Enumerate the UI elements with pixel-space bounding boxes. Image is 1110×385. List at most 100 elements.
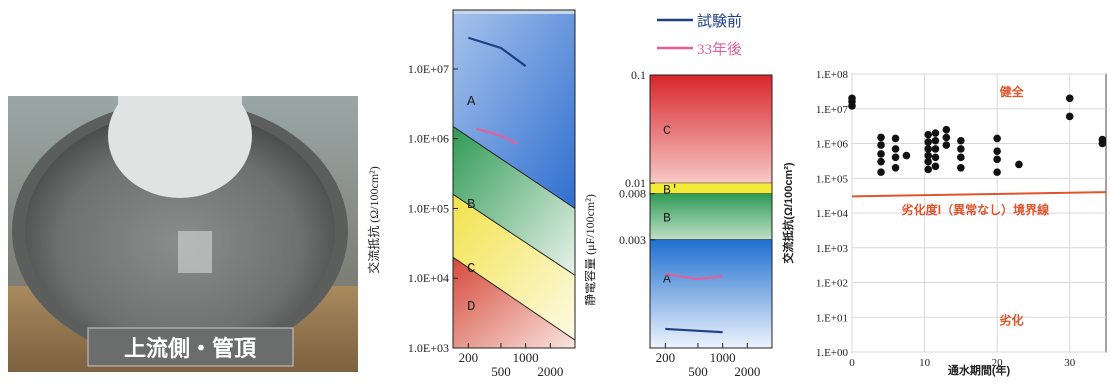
- x-tick-label: 500: [688, 364, 708, 379]
- data-point: [924, 165, 932, 174]
- x-tick-label: 30: [1064, 357, 1076, 369]
- data-point: [877, 157, 885, 166]
- annotation-label: 健全: [1000, 84, 1025, 99]
- zone-d-area: [453, 257, 575, 348]
- series-line-before: [665, 327, 723, 334]
- data-point: [942, 125, 951, 134]
- series-line-after: [475, 127, 519, 145]
- zone-c-area: [650, 75, 772, 184]
- data-point: [891, 145, 900, 153]
- y-tick-label: 1.E+07: [816, 104, 849, 116]
- data-point: [1065, 94, 1074, 103]
- zone-labels: C B' B A: [663, 123, 679, 287]
- annotation-label: 劣化度Ⅰ（異常なし）境界線: [902, 202, 1050, 217]
- x-axis-ticks: 0 10 20 30: [849, 357, 1075, 369]
- x-tick-label: 10: [919, 357, 931, 369]
- y-tick-label: 1.0E+03: [408, 341, 449, 355]
- plot-frame: [649, 74, 773, 349]
- pipe-photo-image: 上流側・管頂: [8, 74, 358, 372]
- y-axis-label: 交流抵抗 (Ω/100cm²): [366, 166, 381, 274]
- zone-boundary-line: [453, 126, 575, 209]
- data-point: [848, 94, 856, 103]
- zone-a-area: [453, 10, 575, 209]
- data-point: [942, 141, 951, 149]
- data-point: [891, 134, 900, 143]
- x-axis-label: 通水期間(年): [948, 363, 1011, 377]
- y-tick-label: 1.E+04: [816, 208, 849, 220]
- resistance-period-chart: 健全 劣化度Ⅰ（異常なし）境界線 劣化 1.E+00 1.E+01 1.E+02 1.E+…: [780, 66, 1110, 380]
- series-lines: [468, 36, 527, 145]
- x-tick-label: 200: [459, 350, 479, 365]
- zone-label-b: B: [663, 211, 671, 226]
- data-point: [924, 138, 932, 146]
- data-point: [891, 163, 900, 172]
- zone-areas: [453, 10, 575, 348]
- data-point: [993, 155, 1001, 164]
- data-points: [848, 94, 1107, 176]
- series-line-before: [468, 36, 527, 67]
- data-point: [957, 153, 965, 162]
- y-tick-label: 1.E+03: [816, 243, 849, 255]
- photo-caption: 上流側・管頂: [124, 336, 257, 361]
- top-band: [453, 10, 575, 14]
- y-axis-label: 交流抵抗(Ω/100cm²): [781, 162, 795, 263]
- data-point: [931, 136, 940, 145]
- x-tick-label: 200: [656, 350, 676, 365]
- y-tick-label: 1.E+00: [816, 347, 849, 359]
- deterioration-boundary-line: [851, 191, 1107, 198]
- y-tick-label: 1.0E+05: [408, 201, 449, 215]
- zone-b-area: [453, 126, 575, 276]
- zone-label-b: B: [467, 197, 475, 213]
- y-axis-ticks: 1.0E+03 1.0E+04 1.0E+05 1.0E+06 1.0E+07: [408, 62, 458, 355]
- zone-b-prime-area: [650, 183, 772, 194]
- zone-areas: [650, 75, 772, 348]
- zone-label-b-prime: B': [663, 182, 679, 197]
- zone-label-c: C: [467, 261, 475, 277]
- pipe-photo: 上流側・管頂: [8, 74, 358, 372]
- data-point: [993, 134, 1001, 143]
- x-tick-label: 0: [849, 357, 855, 369]
- y-tick-label: 1.E+01: [816, 312, 848, 324]
- annotation-label: 劣化: [1000, 313, 1024, 328]
- zone-label-c: C: [663, 123, 671, 138]
- zone-labels: A B C D: [467, 94, 476, 315]
- y-tick-label: 1.E+06: [816, 139, 849, 151]
- y-tick-label: 1.E+08: [816, 69, 849, 81]
- x-tick-label: 500: [491, 364, 511, 379]
- resistance-frequency-chart: A B C D 1.0E+03 1.0E+04 1.0E+05 1.0E+06 1.0E+07…: [360, 0, 585, 380]
- data-point: [877, 133, 885, 142]
- zone-label-a: A: [663, 272, 671, 287]
- legend-before-label: 試験前: [697, 13, 742, 30]
- data-point: [877, 150, 885, 158]
- data-point: [957, 163, 965, 172]
- y-tick-label: 0.01: [625, 176, 646, 190]
- boundary-line: [851, 191, 1107, 198]
- y-tick-label: 1.0E+04: [408, 271, 449, 285]
- data-point: [1065, 112, 1074, 121]
- zone-boundary-line: [453, 193, 575, 276]
- x-tick-label: 2000: [537, 364, 563, 379]
- y-axis-ticks: 1.E+00 1.E+01 1.E+02 1.E+03 1.E+04 1.E+05 1.E+…: [816, 69, 849, 359]
- series-lines: [665, 272, 723, 334]
- y-tick-label: 1.E+02: [816, 278, 848, 290]
- data-point: [957, 136, 965, 145]
- data-point: [877, 141, 885, 149]
- y-tick-label: 0.1: [631, 68, 646, 82]
- data-point: [924, 130, 932, 139]
- data-point: [1015, 160, 1023, 169]
- y-tick-label: 0.008: [619, 187, 646, 201]
- data-point: [931, 129, 940, 137]
- y-tick-label: 1.E+05: [816, 173, 849, 185]
- zone-b-area: [650, 193, 772, 240]
- data-point: [931, 162, 940, 171]
- data-point: [891, 153, 900, 162]
- data-point: [993, 147, 1001, 156]
- data-point: [993, 168, 1001, 176]
- legend-after-label: 33年後: [697, 41, 742, 58]
- legend: 試験前 33年後: [657, 13, 742, 58]
- data-point: [1098, 139, 1107, 148]
- zone-c-area: [453, 194, 575, 341]
